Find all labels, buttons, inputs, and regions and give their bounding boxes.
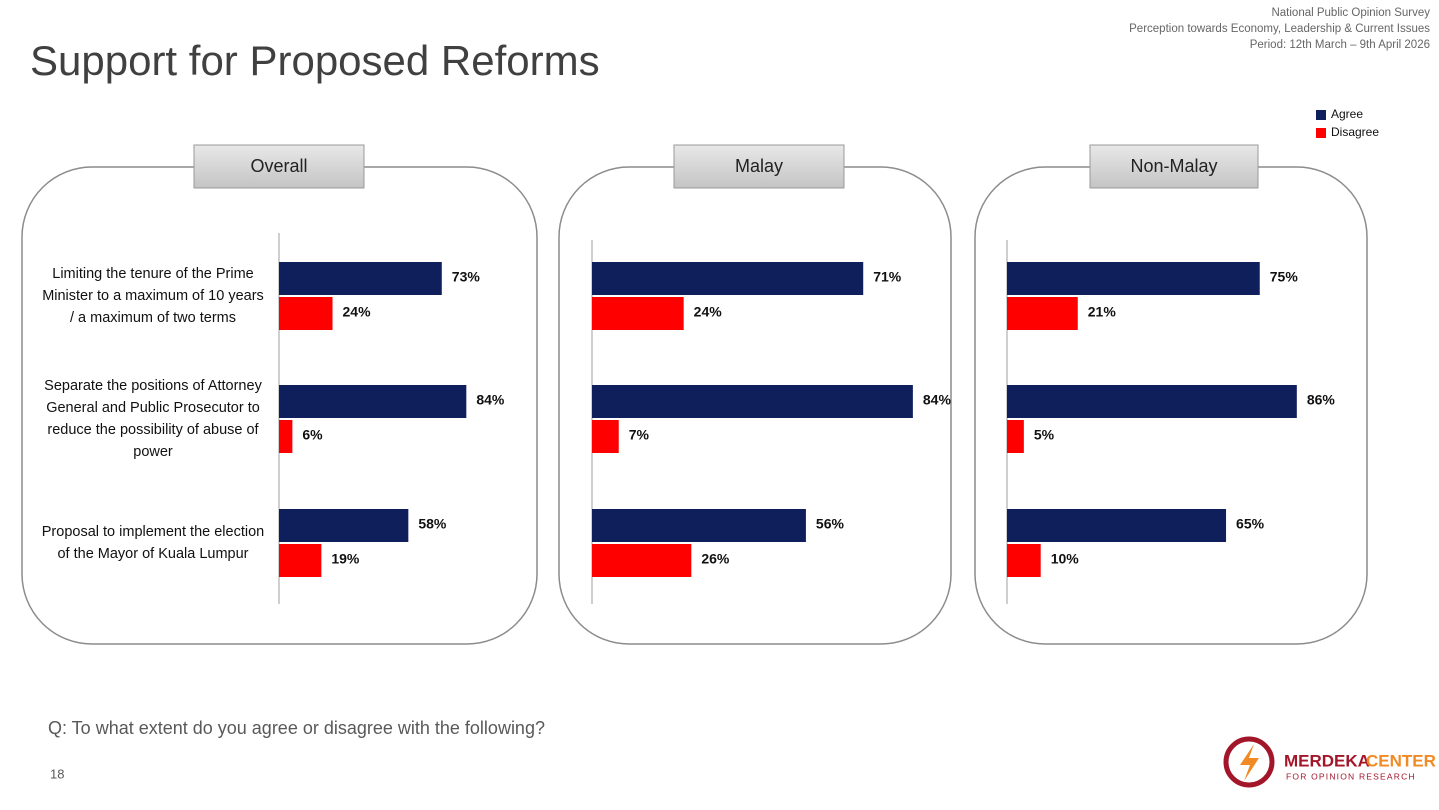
value-label: 73%	[452, 269, 481, 285]
value-label: 84%	[476, 392, 505, 408]
logo-name-b: CENTER	[1366, 751, 1436, 770]
panel-title: Overall	[250, 156, 307, 176]
bar	[592, 509, 806, 542]
bar	[592, 385, 913, 418]
value-label: 86%	[1307, 392, 1336, 408]
header-survey: National Public Opinion Survey	[1271, 7, 1430, 19]
bar	[279, 262, 442, 295]
bar	[1007, 297, 1078, 330]
logo: MERDEKA CENTER FOR OPINION RESEARCH	[1223, 736, 1436, 788]
value-label: 10%	[1051, 551, 1080, 567]
legend-label: Disagree	[1331, 125, 1379, 139]
bar	[1007, 262, 1260, 295]
value-label: 21%	[1088, 304, 1117, 320]
bar	[279, 385, 467, 418]
bar	[1007, 544, 1041, 577]
value-label: 24%	[343, 304, 372, 320]
panel-title: Malay	[735, 156, 783, 176]
value-label: 56%	[816, 516, 845, 532]
value-label: 7%	[629, 427, 650, 443]
legend-swatch	[1316, 128, 1326, 138]
bar	[592, 420, 619, 453]
legend-label: Agree	[1331, 107, 1363, 121]
header-period: Period: 12th March – 9th April 2026	[1250, 39, 1430, 51]
panel-tab	[1089, 144, 1259, 189]
logo-tagline: FOR OPINION RESEARCH	[1286, 771, 1416, 781]
logo-bolt	[1240, 744, 1259, 781]
value-label: 19%	[331, 551, 360, 567]
panel-title: Non-Malay	[1130, 156, 1217, 176]
question: Q: To what extent do you agree or disagr…	[48, 718, 545, 738]
bar	[592, 544, 692, 577]
legend-swatch	[1316, 110, 1326, 120]
value-label: 26%	[701, 551, 730, 567]
value-label: 5%	[1034, 427, 1055, 443]
logo-name-a: MERDEKA	[1284, 751, 1370, 770]
panel-tab	[193, 144, 365, 189]
page-number: 18	[50, 766, 64, 781]
value-label: 65%	[1236, 516, 1265, 532]
value-label: 24%	[694, 304, 723, 320]
value-label: 6%	[302, 427, 323, 443]
bar	[1007, 509, 1227, 542]
bar	[279, 297, 333, 330]
value-label: 75%	[1270, 269, 1299, 285]
category-label: Proposal to implement the election of th…	[41, 524, 265, 562]
bar	[279, 420, 293, 453]
bar	[279, 544, 322, 577]
value-label: 71%	[873, 269, 902, 285]
bar	[592, 262, 864, 295]
category-label: Limiting the tenure of the Prime Ministe…	[42, 266, 264, 326]
logo-ring	[1223, 736, 1275, 788]
bar	[1007, 385, 1297, 418]
bar	[1007, 420, 1024, 453]
header-subtitle: Perception towards Economy, Leadership &…	[1129, 23, 1430, 35]
slide-title: Support for Proposed Reforms	[30, 37, 600, 84]
panel-tab	[673, 144, 845, 189]
bar	[592, 297, 684, 330]
category-label: Separate the positions of Attorney Gener…	[44, 378, 262, 460]
value-label: 58%	[418, 516, 447, 532]
bar	[279, 509, 409, 542]
value-label: 84%	[923, 392, 952, 408]
